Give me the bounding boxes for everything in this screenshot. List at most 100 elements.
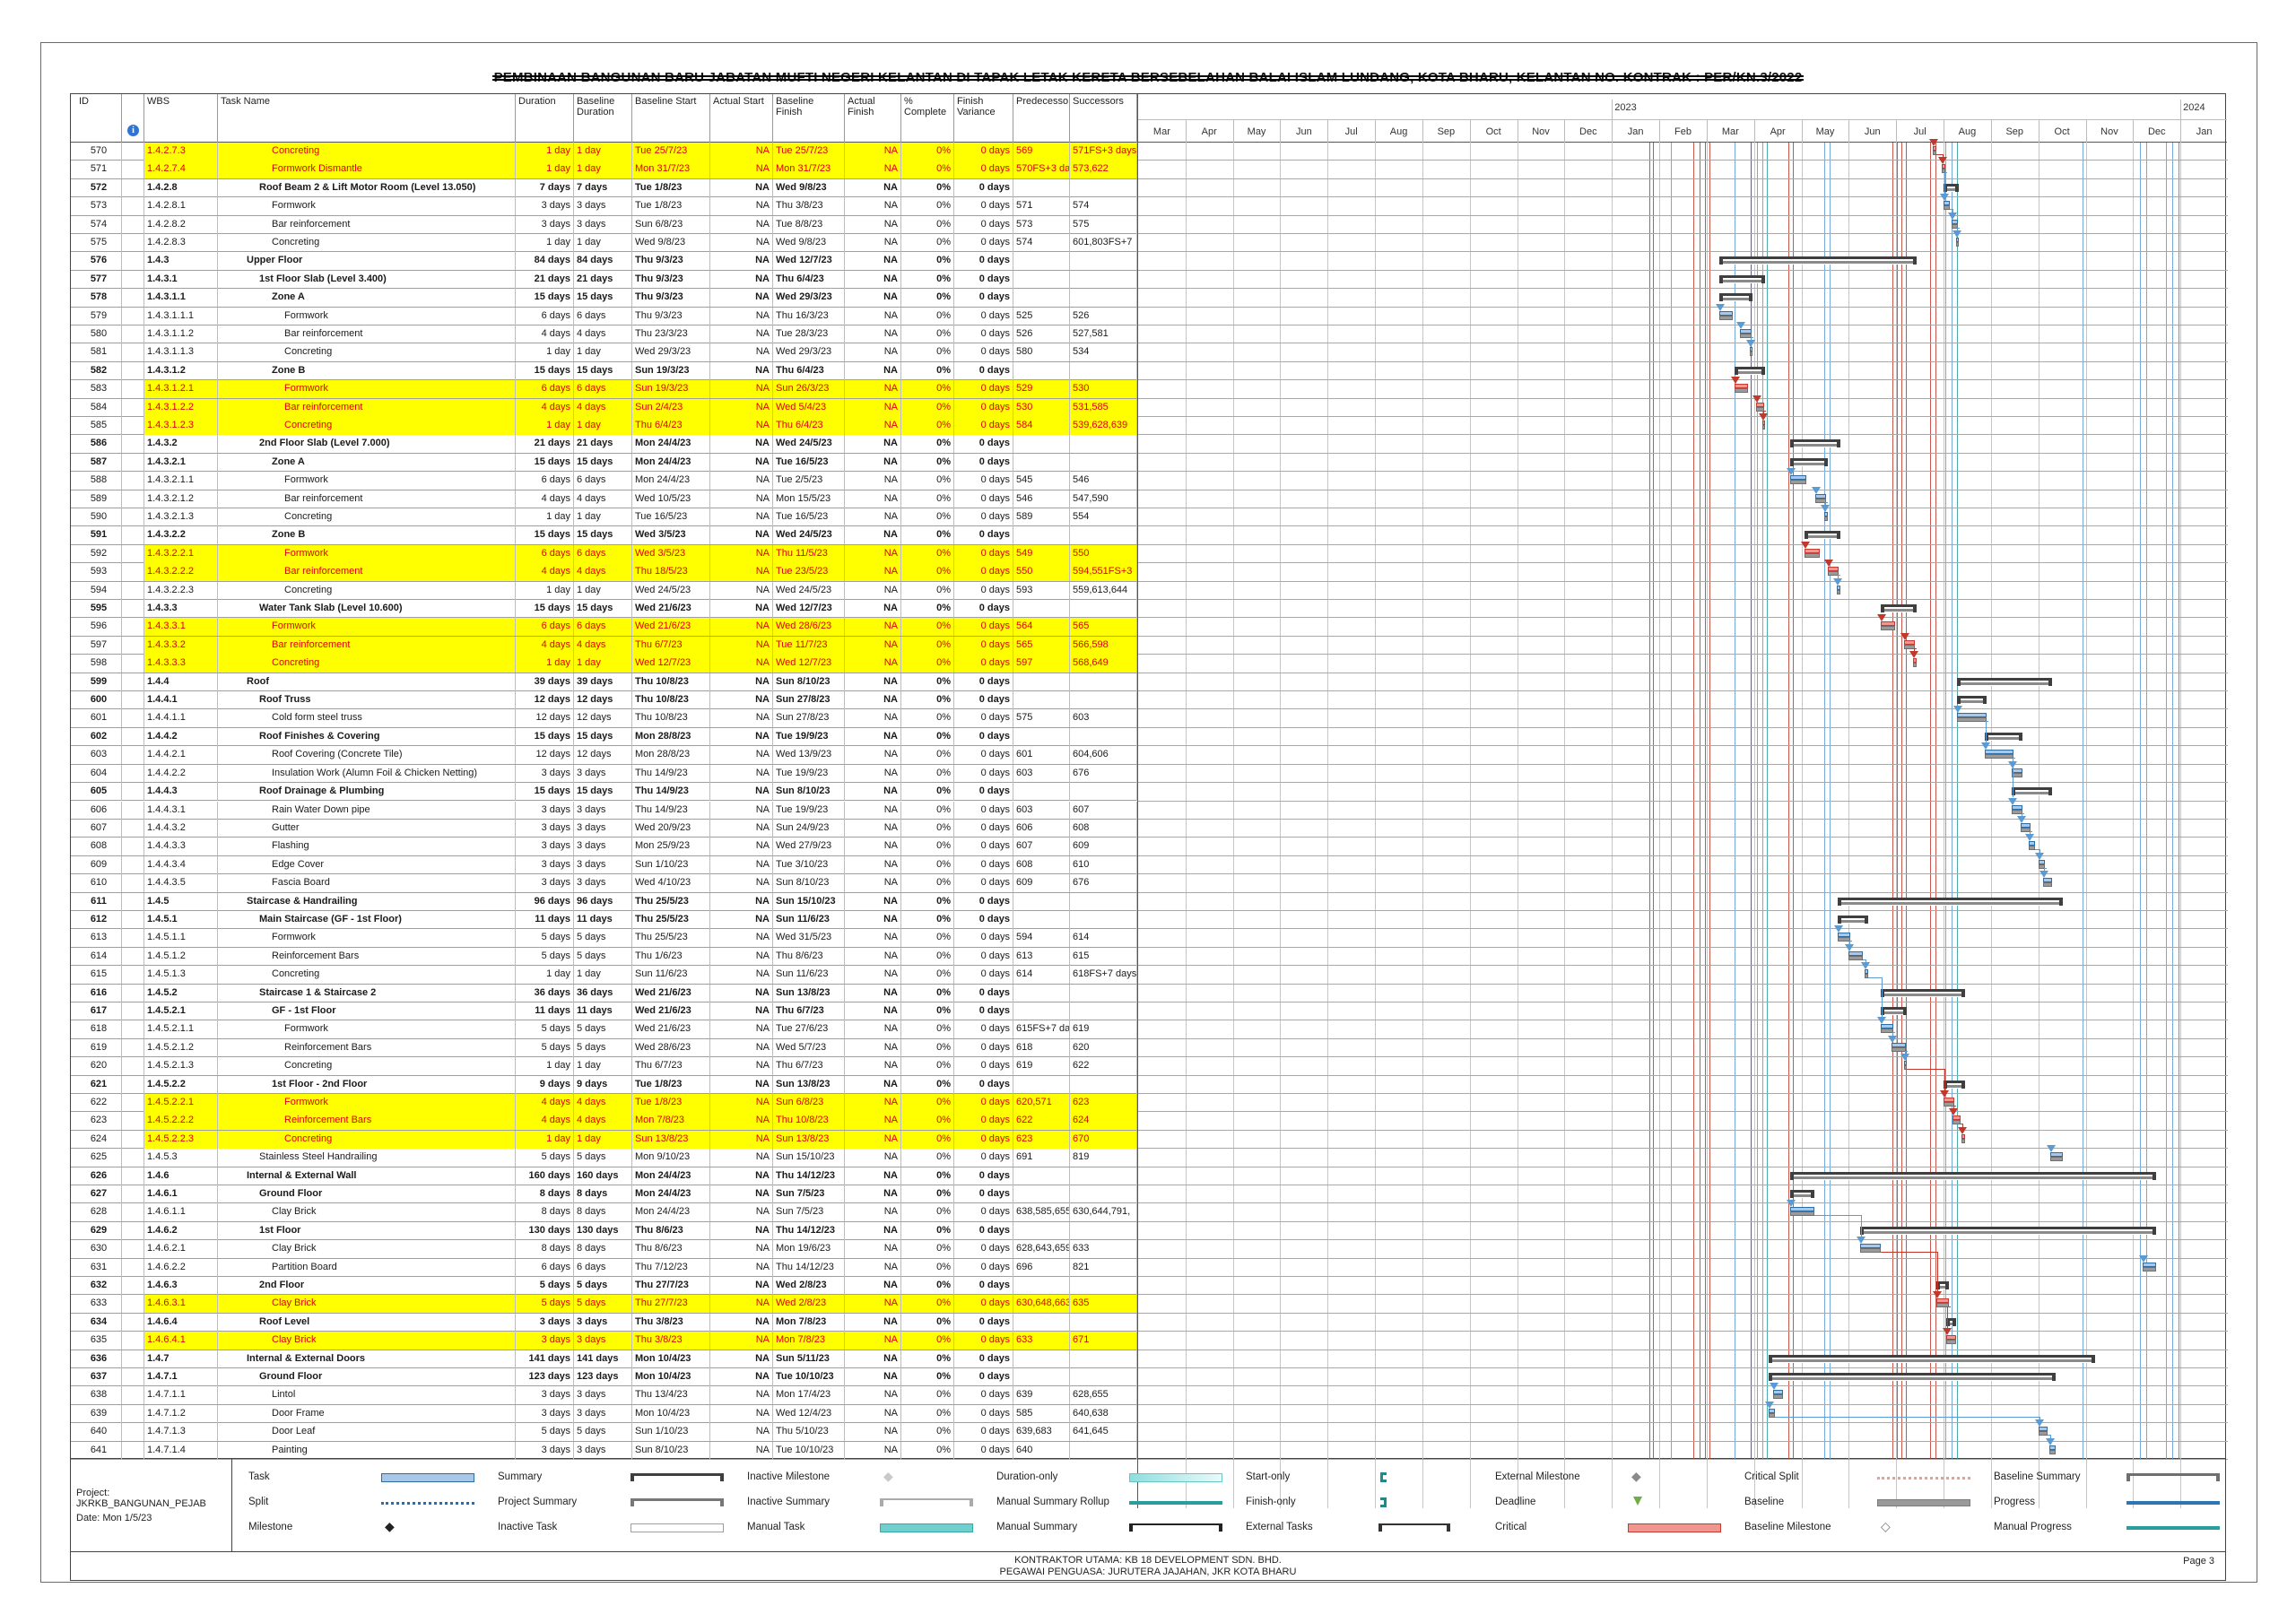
gantt-bar-task[interactable]: [1955, 238, 1960, 242]
gantt-bar-summary[interactable]: [1838, 897, 2064, 906]
table-row[interactable]: 584 1.4.3.1.2.2 Bar reinforcement 4 days 4 d…: [71, 398, 1137, 418]
gantt-bar-task[interactable]: [1827, 567, 1839, 572]
table-row[interactable]: 630 1.4.6.2.1 Clay Brick 8 days 8 days Thu 8/…: [71, 1240, 1137, 1259]
table-row[interactable]: 615 1.4.5.1.3 Concreting 1 day 1 day Sun 11/6…: [71, 966, 1137, 985]
column-header-fvar[interactable]: Finish Variance: [954, 94, 1013, 143]
table-row[interactable]: 623 1.4.5.2.2.2 Reinforcement Bars 4 days 4 …: [71, 1112, 1137, 1131]
table-row[interactable]: 594 1.4.3.2.2.3 Concreting 1 day 1 day Wed 24…: [71, 581, 1137, 601]
column-header-name[interactable]: Task Name: [218, 94, 516, 143]
table-row[interactable]: 607 1.4.4.3.2 Gutter 3 days 3 days Wed 20/9/2…: [71, 819, 1137, 838]
table-row[interactable]: 589 1.4.3.2.1.2 Bar reinforcement 4 days 4 d…: [71, 490, 1137, 509]
gantt-bar-task[interactable]: [1957, 713, 1987, 718]
gantt-bar-summary[interactable]: [1880, 988, 1966, 997]
table-row[interactable]: 624 1.4.5.2.2.3 Concreting 1 day 1 day Sun 13…: [71, 1130, 1137, 1150]
gantt-bar-task[interactable]: [1865, 969, 1868, 975]
table-row[interactable]: 625 1.4.5.3 Stainless Steel Handrailing 5 d…: [71, 1149, 1137, 1167]
gantt-bar-task[interactable]: [1880, 1024, 1893, 1029]
gantt-bar-task[interactable]: [2038, 1427, 2048, 1432]
gantt-bar-summary[interactable]: [1790, 1171, 2157, 1180]
gantt-bar-task[interactable]: [2011, 768, 2023, 773]
column-header-wbs[interactable]: WBS: [144, 94, 218, 143]
gantt-bar-task[interactable]: [1952, 1115, 1961, 1121]
gantt-bar-task[interactable]: [1824, 512, 1828, 517]
column-header-id[interactable]: ID: [76, 94, 122, 143]
table-row[interactable]: 628 1.4.6.1.1 Clay Brick 8 days 8 days Mon 24…: [71, 1203, 1137, 1222]
table-row[interactable]: 583 1.4.3.1.2.1 Formwork 6 days 6 days Sun 19…: [71, 380, 1137, 399]
gantt-bar-task[interactable]: [1761, 421, 1766, 426]
table-row[interactable]: 620 1.4.5.2.1.3 Concreting 1 day 1 day Thu 6/…: [71, 1057, 1137, 1076]
table-row[interactable]: 571 1.4.2.7.4 Formwork Dismantle 1 day 1 day…: [71, 161, 1137, 179]
gantt-bar-task[interactable]: [1859, 1244, 1881, 1249]
column-header-dur[interactable]: Duration: [516, 94, 574, 143]
gantt-bar-task[interactable]: [1961, 1133, 1966, 1139]
table-row[interactable]: 577 1.4.3.1 1st Floor Slab (Level 3.400) 21…: [71, 270, 1137, 290]
table-row[interactable]: 582 1.4.3.1.2 Zone B 15 days 15 days Sun 19/3…: [71, 361, 1137, 381]
table-row[interactable]: 614 1.4.5.1.2 Reinforcement Bars 5 days 5 da…: [71, 947, 1137, 967]
gantt-bar-task[interactable]: [1790, 1207, 1814, 1212]
gantt-bar-summary[interactable]: [1718, 256, 1917, 265]
table-row[interactable]: 633 1.4.6.3.1 Clay Brick 5 days 5 days Thu 27…: [71, 1295, 1137, 1314]
table-row[interactable]: 631 1.4.6.2.2 Partition Board 6 days 6 days T…: [71, 1258, 1137, 1277]
column-header-pct[interactable]: % Complete: [901, 94, 954, 143]
gantt-bar-summary[interactable]: [1768, 1372, 2056, 1381]
gantt-bar-summary[interactable]: [1804, 531, 1840, 540]
table-row[interactable]: 596 1.4.3.3.1 Formwork 6 days 6 days Wed 21/6…: [71, 618, 1137, 637]
table-row[interactable]: 640 1.4.7.1.3 Door Leaf 5 days 5 days Sun 1/1…: [71, 1423, 1137, 1442]
table-row[interactable]: 604 1.4.4.2.2 Insulation Work (Alumn Foil …: [71, 764, 1137, 784]
gantt-bar-task[interactable]: [2048, 1445, 2056, 1450]
gantt-bar-task[interactable]: [1912, 658, 1917, 664]
table-row[interactable]: 588 1.4.3.2.1.1 Formwork 6 days 6 days Mon 24…: [71, 472, 1137, 490]
column-header-succ[interactable]: Successors: [1070, 94, 1137, 143]
table-row[interactable]: 579 1.4.3.1.1.1 Formwork 6 days 6 days Thu 9/…: [71, 307, 1137, 326]
table-row[interactable]: 610 1.4.4.3.5 Fascia Board 3 days 3 days Wed …: [71, 874, 1137, 893]
table-row[interactable]: 609 1.4.4.3.4 Edge Cover 3 days 3 days Sun 1/…: [71, 855, 1137, 875]
table-row[interactable]: 586 1.4.3.2 2nd Floor Slab (Level 7.000) 21…: [71, 435, 1137, 454]
gantt-bar-summary[interactable]: [1957, 677, 2053, 686]
gantt-bar-task[interactable]: [1942, 164, 1946, 169]
table-row[interactable]: 581 1.4.3.1.1.3 Concreting 1 day 1 day Wed 29…: [71, 343, 1137, 362]
gantt-bar-task[interactable]: [1836, 585, 1840, 590]
gantt-bar-summary[interactable]: [1790, 439, 1840, 448]
table-row[interactable]: 573 1.4.2.8.1 Formwork 3 days 3 days Tue 1/8/…: [71, 197, 1137, 216]
table-row[interactable]: 587 1.4.3.2.1 Zone A 15 days 15 days Mon 24/4…: [71, 453, 1137, 473]
gantt-bar-task[interactable]: [2021, 822, 2031, 828]
table-row[interactable]: 600 1.4.4.1 Roof Truss 12 days 12 days Thu 10…: [71, 691, 1137, 710]
gantt-bar-summary[interactable]: [1859, 1226, 2157, 1235]
gantt-bar-summary[interactable]: [1944, 1080, 1966, 1089]
gantt-bar-task[interactable]: [1749, 347, 1753, 352]
column-header-bstart[interactable]: Baseline Start: [632, 94, 710, 143]
table-row[interactable]: 632 1.4.6.3 2nd Floor 5 days 5 days Thu 27/7/…: [71, 1276, 1137, 1296]
gantt-bar-task[interactable]: [2142, 1262, 2157, 1267]
table-row[interactable]: 590 1.4.3.2.1.3 Concreting 1 day 1 day Tue 16…: [71, 508, 1137, 527]
table-row[interactable]: 578 1.4.3.1.1 Zone A 15 days 15 days Thu 9/3/…: [71, 289, 1137, 308]
table-row[interactable]: 616 1.4.5.2 Staircase 1 & Staircase 2 36 da…: [71, 984, 1137, 1002]
table-row[interactable]: 606 1.4.4.3.1 Rain Water Down pipe 3 days 3 …: [71, 801, 1137, 820]
table-row[interactable]: 603 1.4.4.2.1 Roof Covering (Concrete Tile…: [71, 746, 1137, 765]
gantt-bar-summary[interactable]: [1957, 696, 1987, 705]
gantt-bar-task[interactable]: [1985, 750, 2013, 755]
gantt-bar-task[interactable]: [1848, 950, 1864, 956]
table-row[interactable]: 617 1.4.5.2.1 GF - 1st Floor 11 days 11 days…: [71, 1002, 1137, 1021]
gantt-bar-summary[interactable]: [1790, 457, 1828, 466]
gantt-bar-summary[interactable]: [1734, 366, 1766, 375]
gantt-bar-task[interactable]: [2011, 804, 2023, 810]
gantt-bar-task[interactable]: [1903, 1061, 1908, 1066]
gantt-bar-task[interactable]: [1880, 621, 1895, 627]
table-row[interactable]: 636 1.4.7 Internal & External Doors 141 day…: [71, 1350, 1137, 1368]
table-row[interactable]: 637 1.4.7.1 Ground Floor 123 days 123 days Mo…: [71, 1367, 1137, 1387]
gantt-bar-summary[interactable]: [1718, 274, 1766, 283]
column-header-info[interactable]: i: [122, 94, 144, 143]
gantt-bar-task[interactable]: [1718, 310, 1734, 316]
gantt-bar-summary[interactable]: [1790, 1189, 1814, 1198]
gantt-bar-task[interactable]: [1755, 402, 1764, 407]
column-header-pred[interactable]: Predecesso: [1013, 94, 1070, 143]
gantt-bar-summary[interactable]: [1880, 1006, 1908, 1015]
table-row[interactable]: 629 1.4.6.2 1st Floor 130 days 130 days Thu 8…: [71, 1221, 1137, 1241]
column-header-astart[interactable]: Actual Start: [710, 94, 773, 143]
gantt-bar-task[interactable]: [1951, 219, 1958, 224]
column-header-afin[interactable]: Actual Finish: [845, 94, 901, 143]
gantt-bar-task[interactable]: [1814, 493, 1827, 499]
table-row[interactable]: 619 1.4.5.2.1.2 Reinforcement Bars 5 days 5 …: [71, 1038, 1137, 1058]
table-row[interactable]: 570 1.4.2.7.3 Concreting 1 day 1 day Tue 25/7…: [71, 143, 1137, 161]
gantt-bar-task[interactable]: [1903, 639, 1915, 645]
